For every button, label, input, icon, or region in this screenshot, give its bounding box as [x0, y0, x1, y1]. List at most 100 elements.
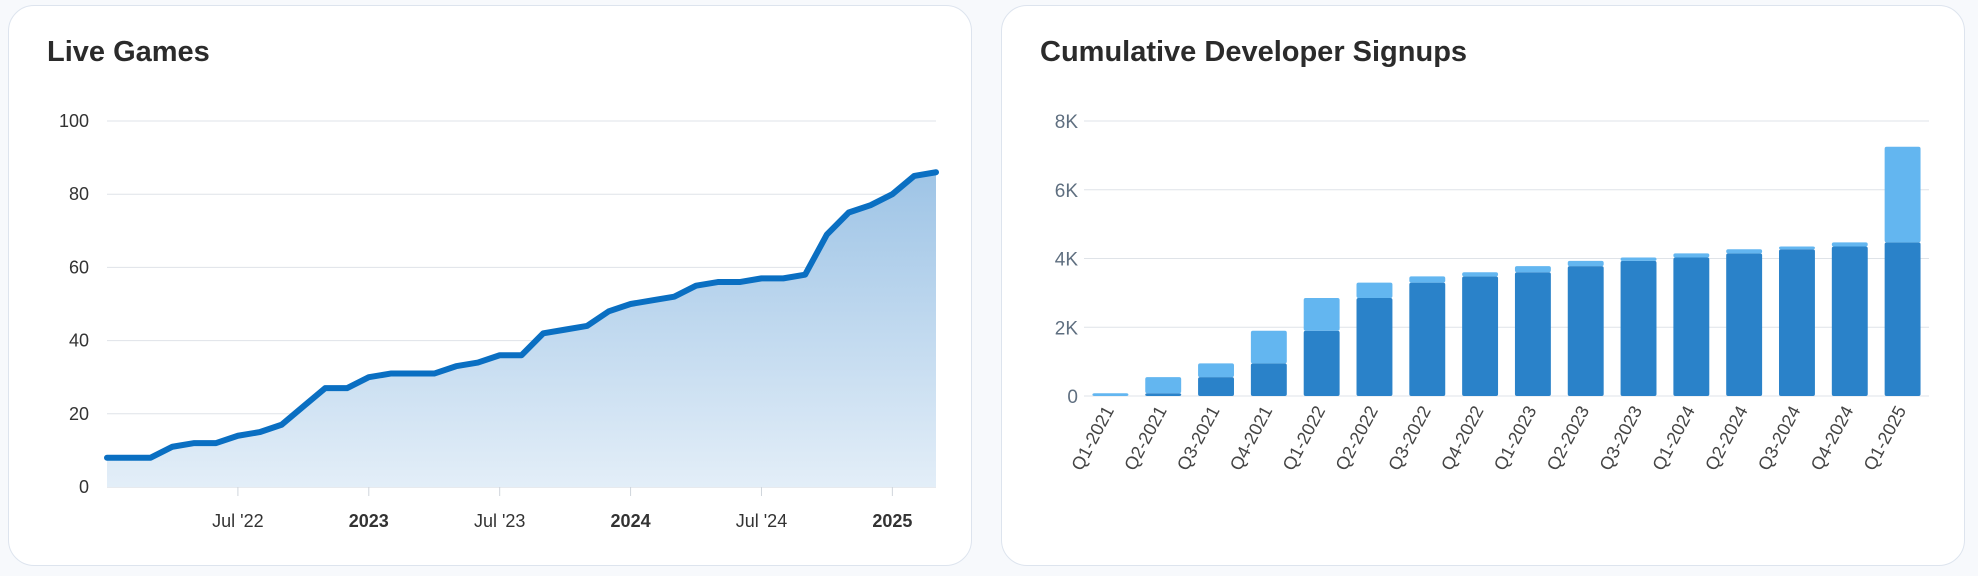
- live-games-point: [235, 433, 241, 439]
- live-games-point: [322, 385, 328, 391]
- live-games-point: [628, 301, 634, 307]
- signups-bar-previous: [1303, 330, 1340, 396]
- signups-x-tick-label: Q2-2024: [1701, 402, 1752, 473]
- signups-x-tick-label: Q4-2022: [1437, 402, 1488, 473]
- signups-bar-previous: [1250, 363, 1287, 396]
- live-games-point: [671, 294, 677, 300]
- live-games-point: [475, 360, 481, 366]
- signups-bar-new: [1462, 272, 1499, 277]
- live-games-point: [606, 308, 612, 314]
- live-games-point: [257, 429, 263, 435]
- live-games-chart: 0 20 40 60 80 100 Jul '22 2023 Jul '23 2024 Jul '2…: [59, 111, 939, 531]
- signups-y-tick-label: 8K: [1055, 112, 1079, 133]
- live-games-point: [431, 371, 437, 377]
- signups-x-tick-label: Q3-2022: [1384, 402, 1435, 473]
- live-games-point: [584, 323, 590, 329]
- signups-bar-previous: [1514, 272, 1551, 396]
- signups-x-tick-label: Q4-2021: [1226, 402, 1277, 473]
- signups-x-tick-label: Q1-2021: [1067, 402, 1118, 473]
- live-games-point: [213, 440, 219, 446]
- live-games-point: [911, 173, 917, 179]
- live-games-point: [737, 279, 743, 285]
- signups-bar-previous: [1620, 260, 1657, 396]
- signups-bar-new: [1198, 363, 1234, 378]
- live-games-point: [824, 231, 830, 237]
- signups-x-tick-label: Q4-2024: [1807, 402, 1858, 473]
- signups-x-tick-label: Q3-2021: [1173, 402, 1224, 473]
- signups-bar-previous: [1145, 393, 1182, 396]
- signups-bar-new: [1779, 246, 1815, 250]
- live-games-point: [148, 455, 154, 461]
- signups-bar-new: [1303, 298, 1340, 331]
- live-y-tick-label: 40: [69, 331, 89, 351]
- live-games-point: [540, 330, 546, 336]
- live-games-point: [868, 202, 874, 208]
- live-games-area: [107, 172, 936, 488]
- live-games-title: Live Games: [47, 36, 210, 68]
- live-games-point: [758, 275, 764, 281]
- signups-y-tick-label: 0: [1067, 387, 1078, 408]
- live-games-point: [388, 371, 394, 377]
- signups-x-tick-label: Q1-2022: [1279, 402, 1330, 473]
- live-x-tick-label: Jul '23: [474, 511, 525, 531]
- signups-bar-previous: [1462, 276, 1499, 396]
- live-games-point: [300, 403, 306, 409]
- live-x-tick-label: 2025: [872, 511, 912, 531]
- live-games-card: Live Games 0 20 40 60 80 100 Jul '22 2023 Jul '2…: [8, 5, 972, 566]
- signups-bar-new: [1092, 393, 1129, 396]
- live-games-point: [519, 352, 525, 358]
- signups-bar-new: [1250, 330, 1287, 364]
- signups-bar-new: [1356, 282, 1393, 299]
- signups-bar-new: [1409, 276, 1446, 283]
- live-games-point: [649, 297, 655, 303]
- live-x-tick-label: 2023: [349, 511, 389, 531]
- signups-x-tick-label: Q1-2024: [1648, 402, 1699, 473]
- live-x-tick-label: 2024: [611, 511, 651, 531]
- signups-y-tick-label: 6K: [1055, 181, 1079, 202]
- live-games-point: [802, 272, 808, 278]
- live-games-point: [279, 422, 285, 428]
- live-y-tick-label: 60: [69, 257, 89, 277]
- signups-y-tick-label: 2K: [1055, 318, 1079, 339]
- signups-x-tick-label: Q1-2023: [1490, 402, 1541, 473]
- live-games-point: [693, 283, 699, 289]
- live-games-point: [366, 374, 372, 380]
- signups-bar-new: [1620, 257, 1657, 261]
- signups-bar-previous: [1356, 298, 1393, 396]
- signups-bar-new: [1514, 266, 1551, 273]
- live-games-point: [104, 455, 110, 461]
- signups-bar-new: [1567, 260, 1604, 267]
- developer-signups-title: Cumulative Developer Signups: [1040, 36, 1468, 68]
- live-games-point: [715, 279, 721, 285]
- live-games-point: [933, 169, 939, 175]
- signups-x-tick-label: Q2-2021: [1120, 402, 1171, 473]
- live-y-tick-label: 80: [69, 184, 89, 204]
- signups-bar-previous: [1831, 246, 1868, 396]
- live-games-point: [889, 191, 895, 197]
- signups-bar-previous: [1673, 257, 1710, 396]
- signups-bar-previous: [1884, 242, 1921, 396]
- live-games-point: [497, 352, 503, 358]
- live-games-point: [453, 363, 459, 369]
- live-games-point: [780, 275, 786, 281]
- signups-bar-previous: [1198, 377, 1234, 396]
- live-x-tick-label: Jul '24: [736, 511, 787, 531]
- live-y-tick-label: 20: [69, 404, 89, 424]
- live-games-point: [846, 210, 852, 216]
- signups-bar-new: [1831, 242, 1868, 247]
- live-games-point: [191, 440, 197, 446]
- signups-x-tick-label: Q3-2023: [1596, 402, 1647, 473]
- developer-signups-card: Cumulative Developer Signups 0 2K 4K 6K 8K Q1…: [1001, 5, 1965, 566]
- live-games-line: [104, 169, 939, 461]
- signups-bar-previous: [1779, 249, 1815, 396]
- live-y-tick-label: 100: [59, 111, 89, 131]
- signups-bar-previous: [1567, 266, 1604, 396]
- live-games-point: [169, 444, 175, 450]
- signups-bar-previous: [1726, 253, 1763, 396]
- signups-bar-previous: [1409, 282, 1446, 396]
- signups-x-tick-label: Q3-2024: [1754, 402, 1805, 473]
- signups-bar-new: [1726, 249, 1763, 254]
- signups-y-tick-label: 4K: [1055, 250, 1079, 271]
- signups-x-tick-label: Q1-2025: [1860, 402, 1911, 473]
